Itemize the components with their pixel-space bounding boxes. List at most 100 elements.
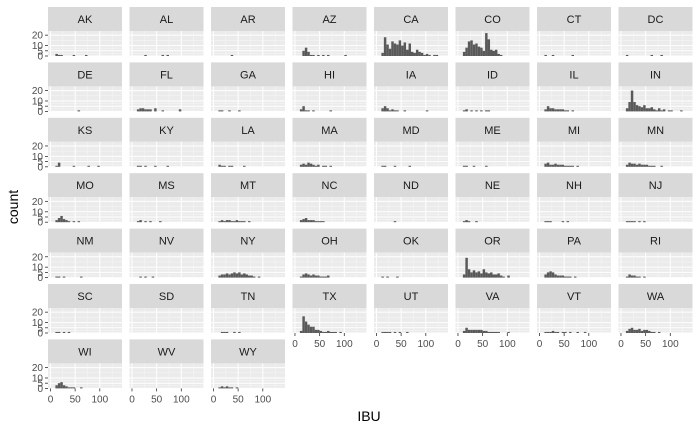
- histogram-bar: [223, 221, 226, 223]
- histogram-bar: [312, 326, 315, 333]
- histogram-bar: [638, 221, 641, 223]
- histogram-bar: [494, 49, 498, 56]
- histogram-bar: [571, 54, 574, 56]
- x-tick-label: 100: [336, 339, 353, 350]
- histogram-bar: [564, 110, 567, 112]
- histogram-bar: [57, 383, 61, 389]
- histogram-bar: [136, 165, 140, 167]
- histogram-bar: [497, 273, 500, 278]
- histogram-bar: [223, 387, 226, 389]
- histogram-bar: [322, 276, 325, 278]
- histogram-bar: [383, 106, 387, 112]
- histogram-bar: [640, 107, 644, 112]
- histogram-bar: [322, 165, 325, 167]
- facet-panel-sd: SD: [129, 284, 204, 334]
- histogram-bar: [660, 54, 663, 56]
- histogram-bar: [80, 387, 83, 389]
- facet-panel-nj: NJ: [618, 173, 693, 223]
- strip-label: SC: [77, 291, 92, 303]
- strip-label: ID: [487, 69, 498, 81]
- histogram-bar: [72, 165, 76, 167]
- strip-label: TN: [241, 291, 256, 303]
- x-tick-label: 0: [537, 339, 543, 350]
- histogram-bar: [225, 386, 229, 389]
- histogram-bar: [312, 164, 315, 167]
- strip-label: VT: [567, 291, 581, 303]
- strip-background: [292, 117, 367, 142]
- strip-background: [48, 339, 122, 364]
- strip-background: [374, 228, 448, 253]
- histogram-bar: [657, 108, 661, 112]
- histogram-bar: [635, 105, 639, 112]
- histogram-bar: [411, 51, 414, 56]
- histogram-bar: [317, 54, 320, 56]
- strip-label: DE: [77, 69, 92, 81]
- histogram-bar: [643, 105, 646, 112]
- histogram-bar: [406, 331, 409, 333]
- histogram-bar: [564, 331, 567, 333]
- histogram-bar: [240, 274, 244, 278]
- histogram-bar: [304, 321, 308, 333]
- y-tick-label: 0: [37, 52, 43, 63]
- y-tick-label: 10: [32, 96, 44, 107]
- histogram-bar: [329, 331, 332, 333]
- histogram-bar: [583, 331, 587, 333]
- histogram-bar: [67, 387, 71, 389]
- strip-background: [618, 7, 693, 31]
- histogram-bar: [559, 109, 562, 112]
- histogram-bar: [381, 108, 384, 112]
- strip-background: [129, 339, 204, 364]
- y-tick-label: 0: [37, 329, 43, 340]
- histogram-bar: [653, 109, 656, 112]
- histogram-bar: [230, 273, 234, 278]
- histogram-bar: [625, 108, 629, 112]
- histogram-bar: [566, 276, 570, 278]
- histogram-bar: [645, 108, 649, 112]
- histogram-bar: [546, 221, 550, 223]
- histogram-bar: [462, 274, 466, 278]
- histogram-bar: [317, 329, 320, 333]
- histogram-bar: [304, 164, 308, 167]
- histogram-bar: [640, 330, 644, 333]
- histogram-bar: [556, 164, 560, 167]
- histogram-bar: [228, 274, 231, 278]
- histogram-bar: [257, 276, 261, 278]
- histogram-bar: [662, 109, 666, 112]
- x-tick-label: 0: [48, 394, 54, 405]
- histogram-bar: [218, 275, 221, 278]
- x-tick-label: 50: [640, 339, 652, 350]
- strip-label: MD: [402, 125, 419, 137]
- histogram-bar: [339, 331, 342, 333]
- strip-label: MO: [76, 180, 94, 192]
- histogram-bar: [77, 221, 81, 223]
- histogram-bar: [302, 274, 305, 278]
- histogram-bar: [475, 43, 478, 56]
- strip-label: NV: [159, 236, 175, 248]
- histogram-bar: [467, 269, 471, 278]
- histogram-bar: [549, 221, 552, 223]
- histogram-bar: [141, 108, 145, 112]
- histogram-bar: [398, 331, 402, 333]
- histogram-bar: [220, 274, 224, 278]
- histogram-bar: [485, 165, 488, 167]
- histogram-bar: [299, 330, 303, 333]
- histogram-bar: [670, 110, 673, 112]
- strip-background: [537, 173, 611, 198]
- histogram-bar: [403, 42, 407, 56]
- histogram-bar: [223, 331, 226, 333]
- histogram-bar: [497, 53, 500, 56]
- histogram-bar: [386, 108, 389, 112]
- histogram-bar: [220, 386, 224, 389]
- histogram-bar: [55, 276, 58, 278]
- histogram-bar: [638, 276, 641, 278]
- strip-label: WA: [647, 291, 665, 303]
- histogram-bar: [381, 52, 384, 56]
- histogram-bar: [465, 165, 468, 167]
- histogram-bar: [630, 327, 634, 333]
- histogram-bar: [566, 221, 570, 223]
